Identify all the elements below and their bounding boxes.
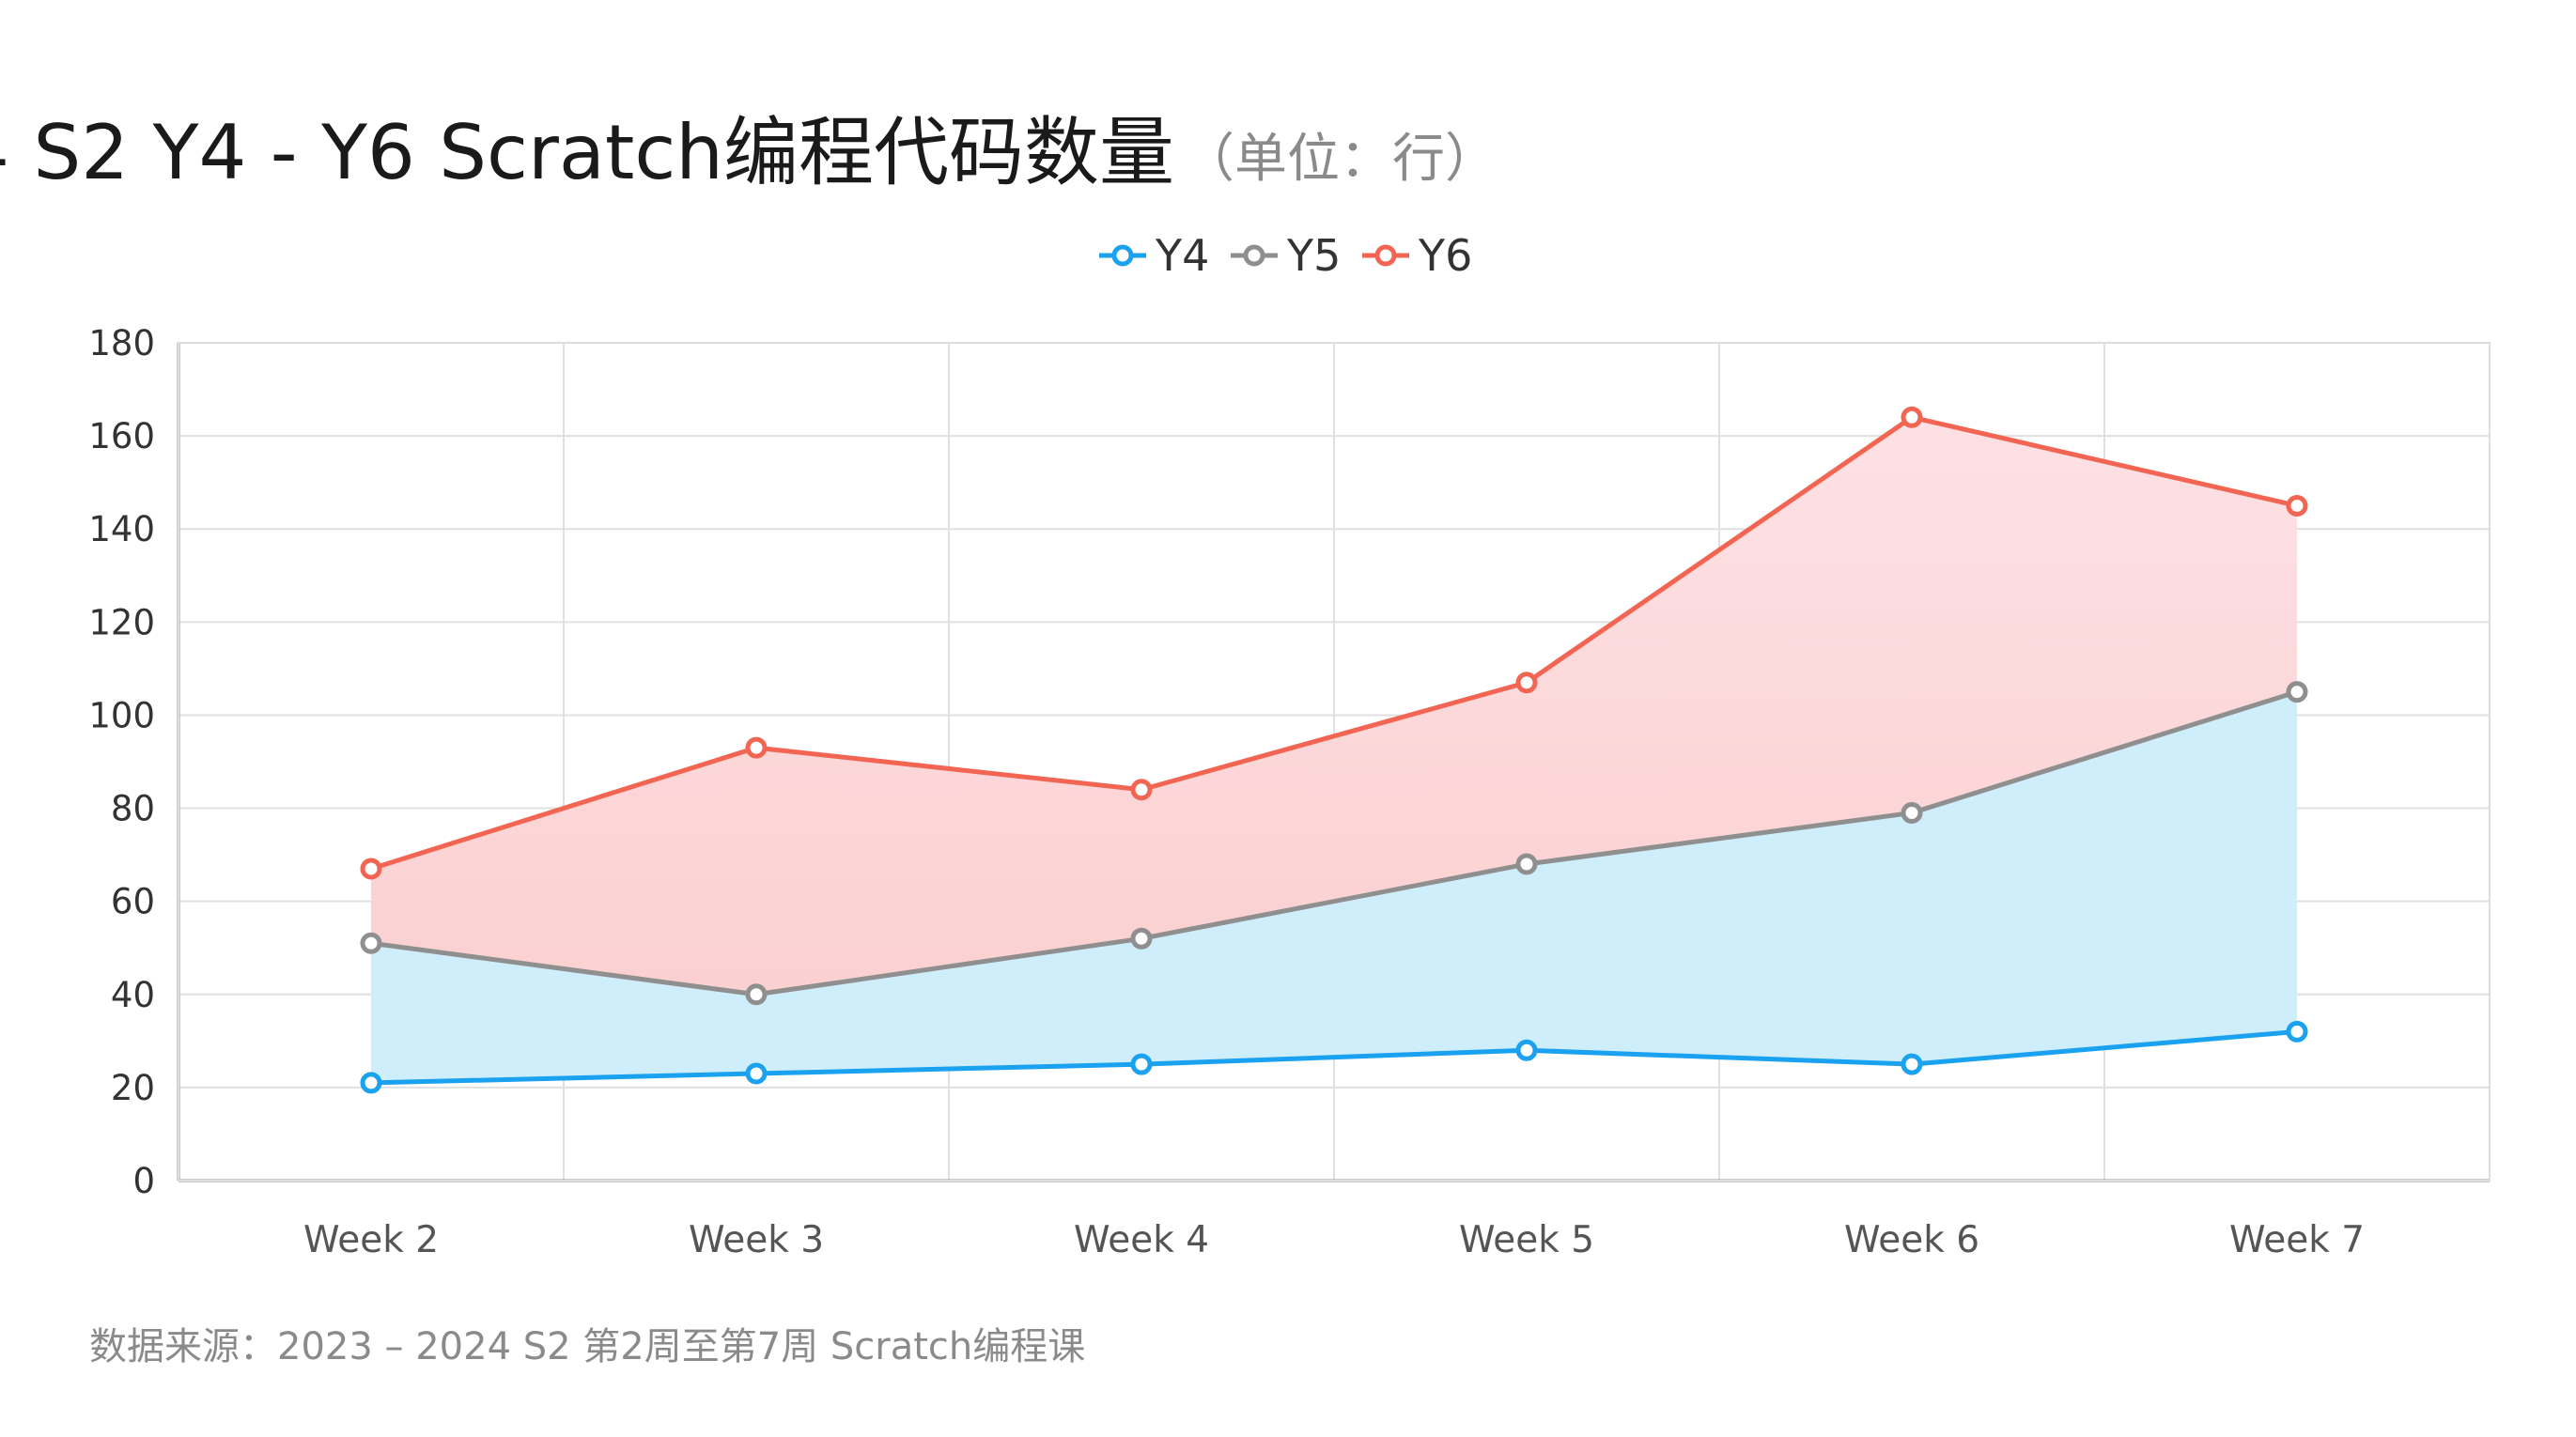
data-point-y4[interactable] xyxy=(1901,1053,1923,1075)
data-point-y6[interactable] xyxy=(1130,779,1153,801)
y-tick-label: 160 xyxy=(88,416,155,456)
data-point-y6[interactable] xyxy=(1515,672,1538,694)
area-y4-y5 xyxy=(371,691,2297,1083)
y-tick-label: 140 xyxy=(88,509,155,549)
source-note: 数据来源：2023 – 2024 S2 第2周至第7周 Scratch编程课 xyxy=(89,1325,1085,1368)
legend-marker xyxy=(1111,244,1134,267)
x-tick-label: Week 4 xyxy=(1074,1219,1209,1261)
data-point-y5[interactable] xyxy=(1130,927,1153,950)
legend: Y4 Y5 Y6 xyxy=(1099,230,1472,281)
data-point-y4[interactable] xyxy=(2286,1020,2308,1043)
data-point-y6[interactable] xyxy=(745,736,768,759)
legend-item-y4[interactable]: Y4 xyxy=(1099,230,1209,281)
y-tick-label: 100 xyxy=(88,695,155,735)
x-tick-label: Week 3 xyxy=(689,1219,824,1261)
series-line-y4 xyxy=(370,1028,2298,1086)
legend-marker xyxy=(1243,244,1265,267)
legend-item-y5[interactable]: Y5 xyxy=(1231,230,1341,281)
data-point-y5[interactable] xyxy=(360,932,382,954)
y-tick-label: 40 xyxy=(111,975,155,1015)
data-point-y6[interactable] xyxy=(2286,494,2308,517)
legend-item-y6[interactable]: Y6 xyxy=(1362,230,1472,281)
x-tick-label: Week 5 xyxy=(1459,1219,1594,1261)
axes xyxy=(177,342,2491,1182)
series-points xyxy=(360,406,2308,1094)
data-point-y5[interactable] xyxy=(1515,853,1538,875)
x-axis-ticks: Week 2 Week 3 Week 4 Week 5 Week 6 Week 7 xyxy=(303,1219,2365,1261)
x-tick-label: Week 6 xyxy=(1844,1219,1979,1261)
plot-frame xyxy=(178,342,2491,1182)
data-point-y4[interactable] xyxy=(360,1072,382,1094)
data-point-y5[interactable] xyxy=(1901,802,1923,825)
area-fills xyxy=(371,417,2297,1083)
y-tick-label: 20 xyxy=(111,1068,155,1108)
series-line-y5 xyxy=(370,689,2298,997)
area-y5-y6 xyxy=(371,417,2297,995)
x-tick-label: Week 2 xyxy=(303,1219,439,1261)
series-lines xyxy=(370,414,2298,1086)
legend-label: Y4 xyxy=(1155,230,1209,281)
series-line-y6 xyxy=(370,414,2298,872)
y-axis-ticks: 0 20 40 60 80 100 120 140 160 180 xyxy=(88,323,155,1201)
data-point-y5[interactable] xyxy=(745,983,768,1006)
y-tick-label: 80 xyxy=(111,789,155,829)
chart-title-unit: （单位：行） xyxy=(1182,129,1497,190)
data-point-y6[interactable] xyxy=(360,858,382,880)
data-point-y5[interactable] xyxy=(2286,681,2308,703)
y-tick-label: 0 xyxy=(132,1161,155,1201)
legend-label: Y6 xyxy=(1418,230,1472,281)
data-point-y6[interactable] xyxy=(1901,406,1923,428)
data-point-y4[interactable] xyxy=(1515,1039,1538,1061)
data-point-y4[interactable] xyxy=(745,1062,768,1085)
y-tick-label: 180 xyxy=(88,323,155,363)
data-point-y4[interactable] xyxy=(1130,1053,1153,1075)
legend-label: Y5 xyxy=(1286,230,1341,281)
chart-title: 2023-2024 S2 Y4 - Y6 Scratch编程代码数量 xyxy=(0,109,1174,196)
x-tick-label: Week 7 xyxy=(2229,1219,2365,1261)
y-tick-label: 60 xyxy=(111,882,155,922)
y-tick-label: 120 xyxy=(88,602,155,642)
legend-marker xyxy=(1374,244,1397,267)
